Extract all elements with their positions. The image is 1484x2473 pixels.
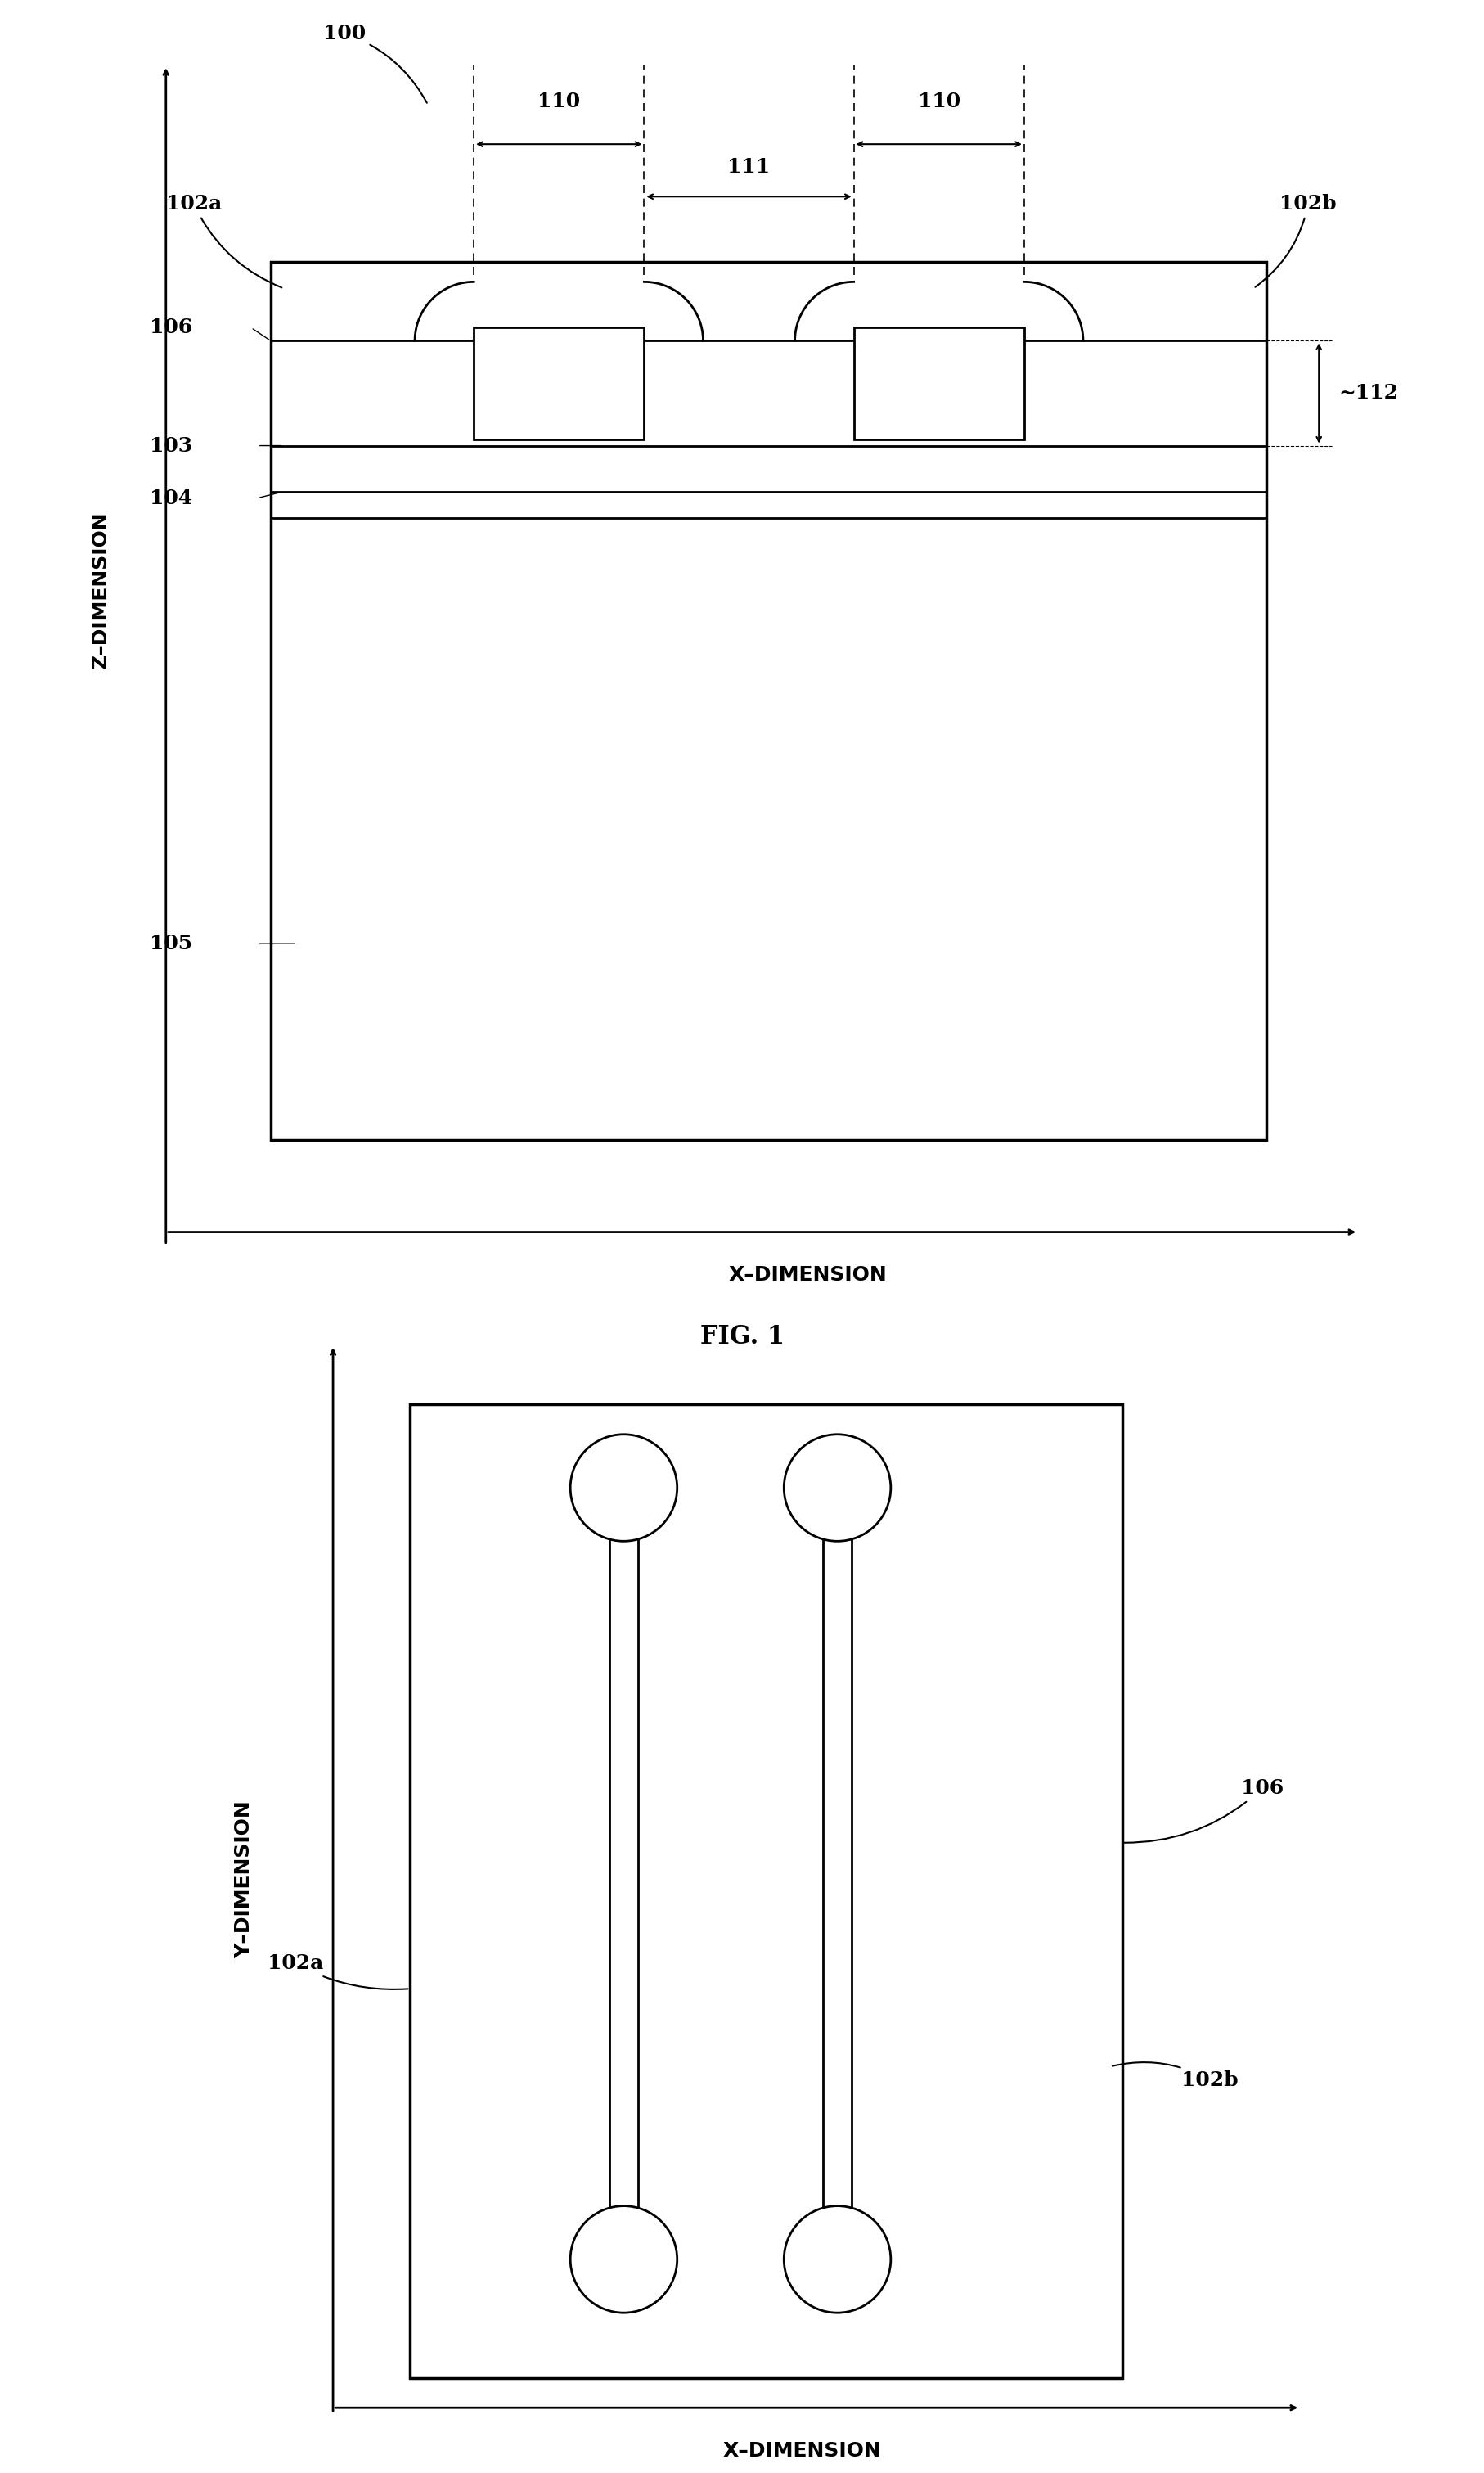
Bar bbox=[410, 1405, 1122, 2379]
Text: 102a: 102a bbox=[166, 195, 282, 287]
Text: Y–DIMENSION: Y–DIMENSION bbox=[234, 1800, 254, 1959]
Bar bbox=[473, 326, 644, 440]
Text: 102b: 102b bbox=[1112, 2062, 1238, 2090]
Text: FIG. 1: FIG. 1 bbox=[700, 1323, 784, 1350]
Text: 102b: 102b bbox=[1254, 195, 1336, 287]
Bar bbox=[270, 262, 1266, 1140]
Text: 102a: 102a bbox=[267, 1954, 408, 1988]
Text: 106: 106 bbox=[1123, 1778, 1282, 1842]
Text: 110: 110 bbox=[537, 92, 580, 111]
Circle shape bbox=[570, 2206, 677, 2312]
Circle shape bbox=[784, 1434, 890, 1541]
Bar bbox=[853, 326, 1024, 440]
Text: 103: 103 bbox=[150, 435, 191, 455]
Text: 100: 100 bbox=[324, 25, 426, 104]
Text: Z–DIMENSION: Z–DIMENSION bbox=[91, 512, 110, 668]
Text: 106: 106 bbox=[150, 319, 191, 336]
Circle shape bbox=[570, 1434, 677, 1541]
Text: 111: 111 bbox=[727, 158, 770, 178]
Text: ~112: ~112 bbox=[1339, 383, 1398, 403]
Text: 110: 110 bbox=[917, 92, 960, 111]
Text: X–DIMENSION: X–DIMENSION bbox=[723, 2441, 880, 2461]
Text: X–DIMENSION: X–DIMENSION bbox=[729, 1264, 886, 1283]
Text: 104: 104 bbox=[150, 487, 191, 507]
Text: 105: 105 bbox=[150, 935, 191, 955]
Circle shape bbox=[784, 2206, 890, 2312]
